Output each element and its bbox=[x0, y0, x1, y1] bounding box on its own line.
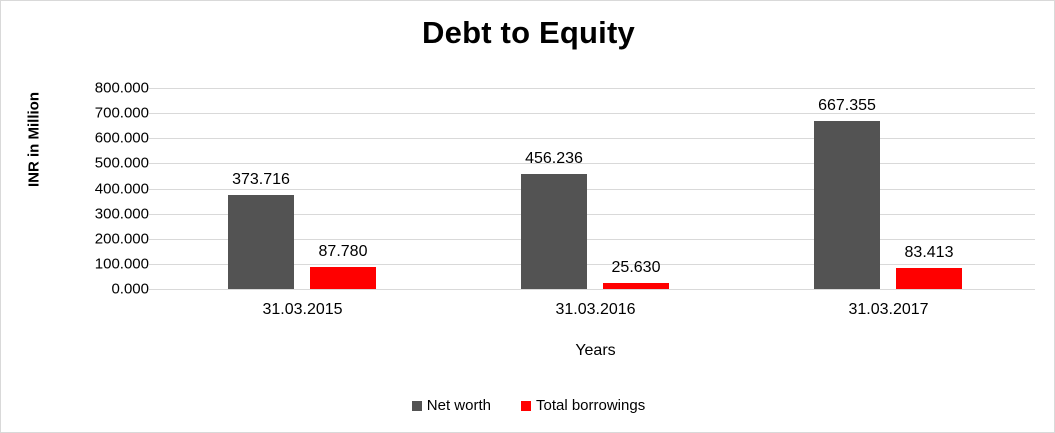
axis-baseline bbox=[156, 289, 1035, 290]
y-axis-tick-label: 300.000 bbox=[94, 205, 149, 223]
bar-value-label: 25.630 bbox=[611, 258, 661, 276]
chart-title: Debt to Equity bbox=[422, 15, 635, 50]
bar-group: 667.355 83.413 bbox=[156, 88, 1035, 289]
y-axis-tick-label: 200.000 bbox=[94, 230, 149, 248]
x-axis-tick-label: 31.03.2015 bbox=[262, 301, 343, 318]
y-axis-tick-label: 100.000 bbox=[94, 255, 149, 273]
legend-swatch-icon bbox=[411, 400, 422, 411]
bar-value-label: 667.355 bbox=[818, 97, 876, 115]
plot-area: 373.716 87.780 456.236 25.630 667.355 83.413 bbox=[149, 88, 1035, 290]
y-axis-tick-mark bbox=[149, 289, 156, 290]
y-axis-tick-mark bbox=[149, 238, 156, 240]
bar-group: 373.716 87.780 bbox=[156, 88, 1035, 289]
bar[interactable] bbox=[896, 268, 962, 289]
legend-label: Net worth bbox=[426, 397, 491, 414]
bar-value-label: 373.716 bbox=[232, 171, 290, 189]
gridline bbox=[156, 188, 1035, 190]
y-axis-tick-label: 800.000 bbox=[94, 79, 149, 97]
bar-group: 456.236 25.630 bbox=[156, 88, 1035, 289]
y-axis-tick-mark bbox=[149, 163, 156, 165]
legend-item[interactable]: Net worth bbox=[411, 397, 491, 414]
y-axis-tick-mark bbox=[149, 263, 156, 265]
y-axis-tick-label: 0.000 bbox=[111, 280, 149, 298]
bar[interactable] bbox=[228, 195, 294, 289]
gridline bbox=[156, 263, 1035, 265]
bar[interactable] bbox=[310, 266, 376, 289]
x-axis-tick-labels: 31.03.2015 31.03.2016 31.03.2017 bbox=[156, 301, 1035, 325]
bar[interactable] bbox=[603, 282, 669, 289]
x-axis-tick-label: 31.03.2016 bbox=[555, 301, 636, 318]
bar-value-label: 83.413 bbox=[904, 244, 954, 262]
legend-label: Total borrowings bbox=[535, 397, 646, 414]
y-axis-tick-mark bbox=[149, 88, 156, 89]
y-axis-tick-mark bbox=[149, 188, 156, 190]
gridline bbox=[156, 113, 1035, 115]
gridline bbox=[156, 213, 1035, 215]
bar-value-label: 87.780 bbox=[318, 242, 368, 260]
x-axis-tick-label: 31.03.2017 bbox=[848, 301, 929, 318]
legend-swatch-icon bbox=[520, 400, 531, 411]
gridline bbox=[156, 238, 1035, 240]
y-axis-tick-label: 600.000 bbox=[94, 129, 149, 147]
y-axis-tick-mark bbox=[149, 213, 156, 215]
gridline bbox=[156, 138, 1035, 140]
bar[interactable] bbox=[814, 121, 880, 289]
y-axis-title: INR in Million bbox=[25, 92, 43, 187]
y-axis-tick-label: 700.000 bbox=[94, 104, 149, 122]
y-axis-tick-mark bbox=[149, 113, 156, 115]
bar[interactable] bbox=[521, 174, 587, 289]
y-axis-tick-labels: 0.000 100.000 200.000 300.000 400.000 500.000… bbox=[41, 80, 149, 298]
y-axis-tick-mark bbox=[149, 138, 156, 140]
bar-value-label: 456.236 bbox=[525, 150, 583, 168]
y-axis-tick-label: 400.000 bbox=[94, 180, 149, 197]
gridline bbox=[156, 88, 1035, 89]
chart-legend: Net worth Total borrowings bbox=[1, 397, 1054, 414]
y-axis-tick-label: 500.000 bbox=[94, 154, 149, 172]
legend-item[interactable]: Total borrowings bbox=[520, 397, 646, 414]
gridline bbox=[156, 163, 1035, 165]
x-axis-title: Years bbox=[575, 342, 616, 359]
